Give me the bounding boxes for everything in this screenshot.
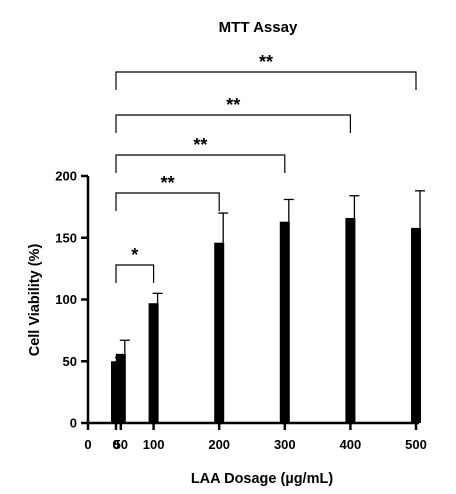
bar [115,353,126,423]
y-tick-label: 0 [70,416,77,431]
x-axis-label: LAA Dosage (µg/mL) [191,471,334,487]
x-tick-label: 300 [274,437,296,452]
x-tick-label: 0 [84,437,91,452]
chart-title: MTT Assay [219,19,298,36]
significance-bracket [115,154,286,173]
bar [345,217,356,423]
x-tick-label: 500 [405,437,427,452]
bar [279,221,290,423]
y-tick-label: 150 [55,230,77,245]
significance-bracket [115,264,155,283]
significance-label: ** [226,95,240,115]
bar [411,227,421,423]
x-tick-label: 0 [112,437,119,452]
x-tick-label: 400 [340,437,362,452]
y-tick-label: 50 [63,354,77,369]
bar [214,242,225,423]
x-tick-label: 50 [114,437,128,452]
y-axis-label: Cell Viability (%) [27,244,43,357]
bar [148,303,159,423]
significance-bracket [115,192,220,211]
significance-bracket [115,71,417,90]
significance-label: ** [193,135,207,155]
y-tick-label: 200 [55,169,77,184]
significance-label: ** [161,173,175,193]
significance-bracket [115,114,351,133]
x-tick-label: 100 [143,437,165,452]
significance-label: * [131,245,138,265]
significance-label: ** [259,52,273,72]
x-tick-label: 200 [208,437,230,452]
y-tick-label: 100 [55,292,77,307]
